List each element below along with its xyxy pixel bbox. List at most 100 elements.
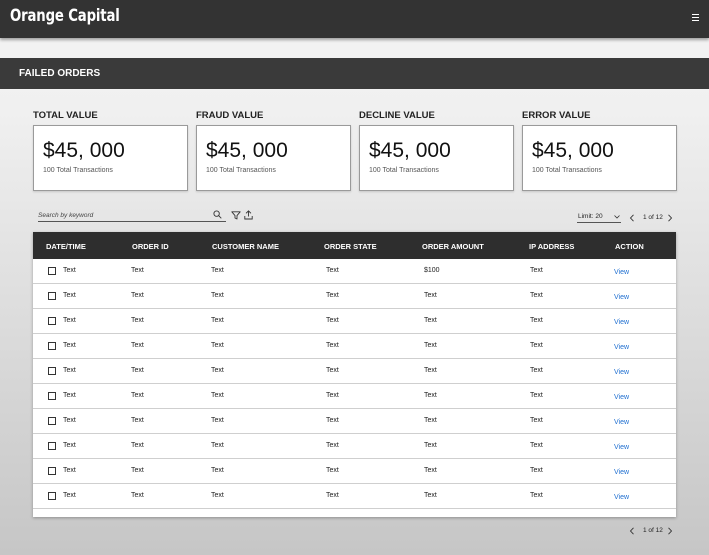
cell-datetime: Text — [63, 392, 76, 399]
view-link[interactable]: View — [614, 444, 630, 451]
cell-order-id: Text — [131, 417, 144, 424]
cell-order-state: Text — [326, 367, 339, 374]
column-header-datetime[interactable]: DATE/TIME — [46, 242, 86, 251]
column-header-order-id[interactable]: ORDER ID — [132, 242, 169, 251]
summary-card-decline: $45, 000 100 Total Transactions — [359, 125, 514, 191]
column-header-customer-name[interactable]: CUSTOMER NAME — [212, 242, 279, 251]
chevron-right-icon[interactable] — [667, 527, 673, 535]
cell-order-state: Text — [326, 292, 339, 299]
card-label-fraud: FRAUD VALUE — [196, 110, 264, 121]
cell-order-amount: Text — [424, 342, 437, 349]
cell-order-id: Text — [131, 442, 144, 449]
cell-order-id: Text — [131, 292, 144, 299]
cell-order-state: Text — [326, 317, 339, 324]
cell-ip-address: Text — [530, 267, 543, 274]
cell-order-id: Text — [131, 267, 144, 274]
search-input[interactable] — [38, 209, 203, 221]
column-header-order-amount[interactable]: ORDER AMOUNT — [422, 242, 484, 251]
row-checkbox[interactable] — [48, 492, 56, 500]
section-header: FAILED ORDERS — [0, 58, 709, 89]
cell-order-id: Text — [131, 342, 144, 349]
cell-order-amount: Text — [424, 467, 437, 474]
table-row: Text Text Text Text Text Text View — [33, 459, 676, 484]
cell-ip-address: Text — [530, 342, 543, 349]
row-checkbox[interactable] — [48, 442, 56, 450]
search-bar — [38, 209, 226, 222]
chevron-down-icon — [614, 215, 620, 219]
view-link[interactable]: View — [614, 344, 630, 351]
card-value: $45, 000 — [369, 139, 451, 162]
chevron-right-icon[interactable] — [667, 214, 673, 222]
cell-order-amount: $100 — [424, 267, 440, 274]
cell-order-amount: Text — [424, 367, 437, 374]
view-link[interactable]: View — [614, 494, 630, 501]
table-row: Text Text Text Text Text Text View — [33, 309, 676, 334]
cell-order-id: Text — [131, 392, 144, 399]
row-checkbox[interactable] — [48, 342, 56, 350]
limit-select[interactable]: Limit: 20 — [577, 212, 621, 223]
cell-order-amount: Text — [424, 442, 437, 449]
top-navbar: Orange Capital — [0, 0, 709, 38]
column-header-ip-address[interactable]: IP ADDRESS — [529, 242, 575, 251]
cell-ip-address: Text — [530, 367, 543, 374]
cell-ip-address: Text — [530, 392, 543, 399]
column-header-order-state[interactable]: ORDER STATE — [324, 242, 377, 251]
cell-order-id: Text — [131, 367, 144, 374]
view-link[interactable]: View — [614, 319, 630, 326]
view-link[interactable]: View — [614, 269, 630, 276]
card-subtext: 100 Total Transactions — [43, 167, 113, 174]
column-header-action: ACTION — [615, 242, 644, 251]
search-icon[interactable] — [213, 210, 222, 219]
cell-datetime: Text — [63, 342, 76, 349]
cell-ip-address: Text — [530, 417, 543, 424]
chevron-left-icon[interactable] — [629, 527, 635, 535]
cell-ip-address: Text — [530, 292, 543, 299]
upload-icon[interactable] — [244, 210, 253, 220]
card-value: $45, 000 — [532, 139, 614, 162]
cell-ip-address: Text — [530, 467, 543, 474]
table-row: Text Text Text Text Text Text View — [33, 334, 676, 359]
cell-datetime: Text — [63, 467, 76, 474]
cell-order-amount: Text — [424, 292, 437, 299]
cell-datetime: Text — [63, 442, 76, 449]
cell-customer-name: Text — [211, 492, 224, 499]
cell-order-amount: Text — [424, 392, 437, 399]
cell-order-id: Text — [131, 467, 144, 474]
cell-order-amount: Text — [424, 417, 437, 424]
row-checkbox[interactable] — [48, 267, 56, 275]
cell-datetime: Text — [63, 317, 76, 324]
hamburger-icon[interactable] — [692, 14, 699, 22]
cell-order-id: Text — [131, 492, 144, 499]
pagination-text-top: 1 of 12 — [643, 214, 663, 221]
summary-card-total: $45, 000 100 Total Transactions — [33, 125, 188, 191]
cell-customer-name: Text — [211, 267, 224, 274]
cell-order-state: Text — [326, 492, 339, 499]
table-row: Text Text Text Text Text Text View — [33, 359, 676, 384]
chevron-left-icon[interactable] — [629, 214, 635, 222]
view-link[interactable]: View — [614, 469, 630, 476]
cell-datetime: Text — [63, 492, 76, 499]
row-checkbox[interactable] — [48, 292, 56, 300]
row-checkbox[interactable] — [48, 417, 56, 425]
card-subtext: 100 Total Transactions — [206, 167, 276, 174]
row-checkbox[interactable] — [48, 317, 56, 325]
cell-customer-name: Text — [211, 467, 224, 474]
view-link[interactable]: View — [614, 419, 630, 426]
brand-logo[interactable]: Orange Capital — [10, 6, 120, 26]
summary-card-error: $45, 000 100 Total Transactions — [522, 125, 677, 191]
row-checkbox[interactable] — [48, 467, 56, 475]
row-checkbox[interactable] — [48, 367, 56, 375]
filter-icon[interactable] — [231, 211, 241, 220]
row-checkbox[interactable] — [48, 392, 56, 400]
cell-order-id: Text — [131, 317, 144, 324]
view-link[interactable]: View — [614, 394, 630, 401]
cell-order-state: Text — [326, 442, 339, 449]
cell-order-amount: Text — [424, 492, 437, 499]
cell-customer-name: Text — [211, 292, 224, 299]
cell-datetime: Text — [63, 267, 76, 274]
view-link[interactable]: View — [614, 369, 630, 376]
cell-customer-name: Text — [211, 367, 224, 374]
cell-customer-name: Text — [211, 417, 224, 424]
view-link[interactable]: View — [614, 294, 630, 301]
cell-order-state: Text — [326, 392, 339, 399]
